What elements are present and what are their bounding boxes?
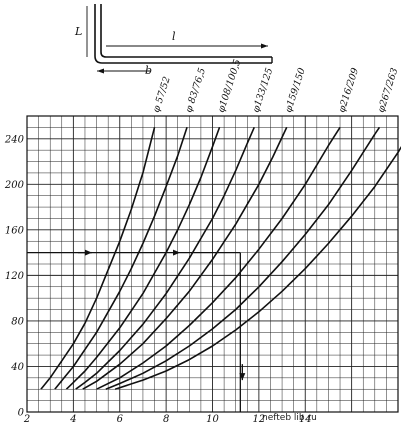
sketch-label-b: b: [145, 64, 152, 77]
grid: [26, 115, 399, 413]
x-tick-label: 4: [69, 414, 76, 424]
y-tick-label: 120: [5, 271, 25, 282]
x-tick-label: 2: [23, 414, 30, 424]
x-tick-label: 10: [206, 414, 219, 424]
arrow-b: [97, 68, 104, 74]
series-label-4: φ133/125: [251, 67, 276, 114]
pipe-outline-outer: [94, 4, 272, 64]
sketch-label-l: l: [172, 30, 176, 43]
plot-frame: [26, 115, 399, 413]
y-tick-label: 200: [4, 180, 25, 191]
series-curve-4: [75, 127, 255, 390]
y-tick-label: 40: [10, 362, 24, 373]
arrow-head-1: [84, 249, 92, 256]
x-tick-label: 8: [163, 414, 169, 424]
series-curve-7: [105, 126, 381, 390]
series-label-3: φ108/100,5: [216, 58, 244, 114]
series-curve-8: [114, 145, 401, 390]
arrow-head-3: [239, 373, 246, 381]
series-label-2: φ 83/76,5: [183, 67, 208, 114]
series-curves: [40, 126, 401, 390]
series-label-1: φ 57/52: [151, 75, 173, 114]
series-labels: φ 57/52 φ 83/76,5 φ108/100,5 φ133/125 φ159/1…: [151, 58, 401, 114]
y-tick-label: 160: [5, 225, 25, 236]
series-label-6: φ216/209: [336, 67, 361, 114]
pipe-sketch: [86, 4, 273, 74]
y-tick-label: 0: [18, 408, 25, 419]
y-tick-label: 80: [11, 316, 24, 327]
series-label-5: φ159/150: [283, 67, 308, 114]
watermark: nefteb lib.ru: [262, 413, 317, 423]
x-tick-label: 6: [117, 414, 124, 424]
arrow-l: [261, 43, 268, 49]
sketch-label-L: L: [74, 25, 82, 38]
series-curve-1: [40, 127, 156, 390]
reading-lines: [27, 249, 246, 412]
pipe-outline-inner: [100, 4, 272, 58]
x-tick-labels: 2 4 6 8 10 12 14: [23, 414, 312, 424]
x-tick-label: 12: [253, 414, 266, 424]
series-curve-5: [82, 127, 288, 390]
series-curve-6: [96, 126, 341, 390]
x-tick-label: 14: [299, 414, 312, 424]
y-tick-label: 240: [4, 134, 25, 145]
arrow-head-2: [173, 249, 181, 256]
y-tick-labels: 0 40 80 120 160 200 240: [4, 134, 25, 418]
series-label-7: φ267/263: [376, 67, 401, 114]
series-curve-2: [54, 127, 188, 390]
series-curve-3: [65, 127, 221, 390]
